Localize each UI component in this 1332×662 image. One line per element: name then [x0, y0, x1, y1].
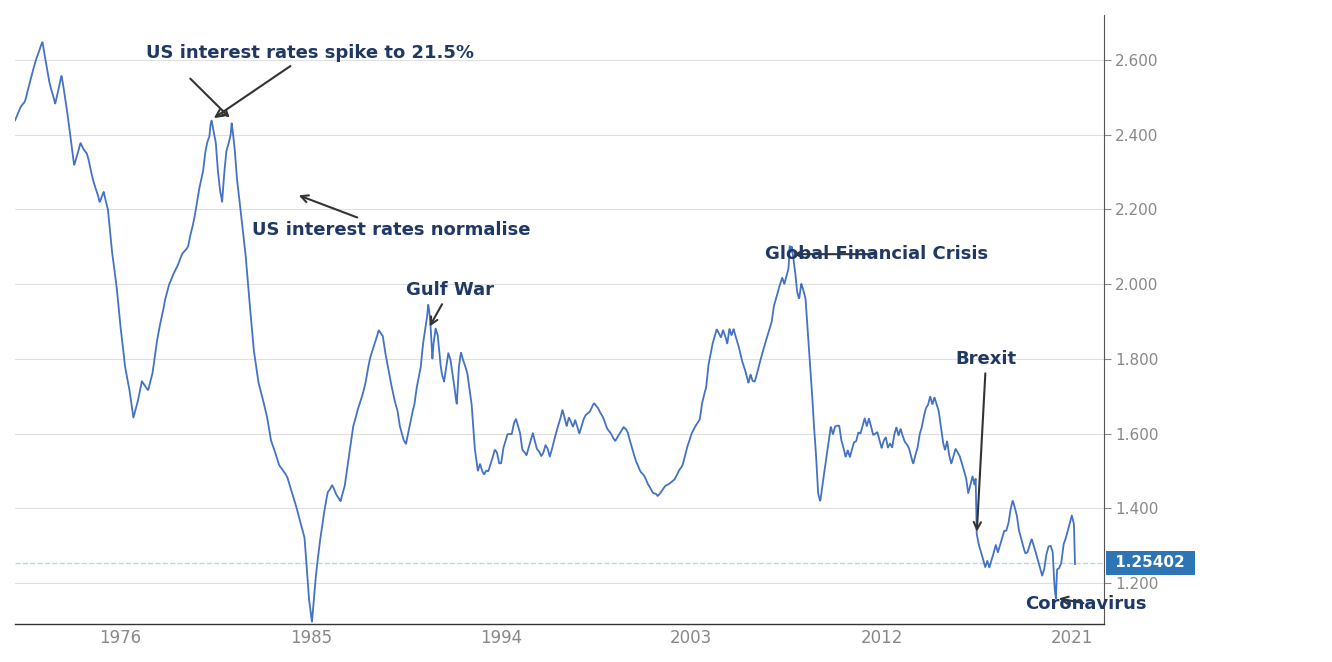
Text: Gulf War: Gulf War [406, 281, 494, 324]
Text: US interest rates spike to 21.5%: US interest rates spike to 21.5% [147, 44, 474, 117]
Text: Brexit: Brexit [955, 350, 1016, 530]
Text: US interest rates normalise: US interest rates normalise [252, 195, 530, 239]
Text: Coronavirus: Coronavirus [1026, 594, 1147, 612]
Text: Global Financial Crisis: Global Financial Crisis [766, 245, 988, 263]
Text: 1.25402: 1.25402 [1111, 555, 1191, 571]
